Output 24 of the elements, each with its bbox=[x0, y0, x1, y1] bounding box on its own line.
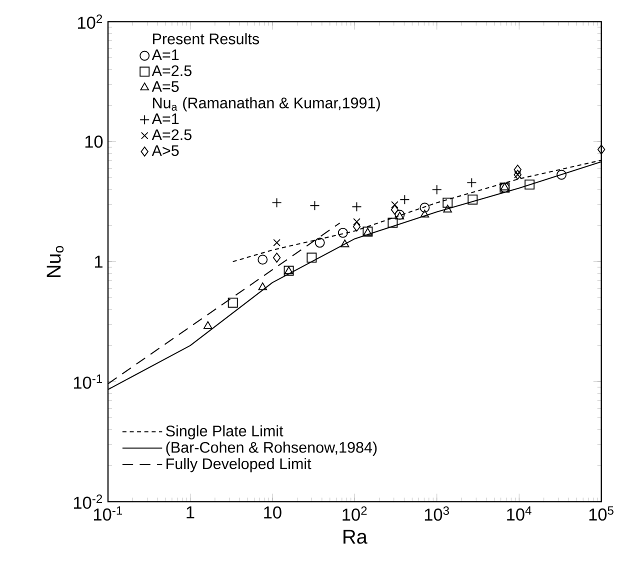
annotation: Nu$_{a}$ (Ramanathan & Kumar,1991) bbox=[153, 97, 380, 112]
y-tick-label: 10 bbox=[85, 136, 103, 148]
y-tick-label: 10$^{-2}$ bbox=[74, 494, 102, 509]
x-tick-label: 10$^{3}$ bbox=[424, 506, 449, 521]
x-tick-label: 10$^{4}$ bbox=[507, 506, 532, 521]
legend-title: Present Results bbox=[153, 33, 260, 44]
y-tick-label: 10$^{2}$ bbox=[78, 14, 102, 29]
y-tick-label: 10$^{-1}$ bbox=[74, 374, 102, 389]
legend-label: A>5 bbox=[152, 145, 179, 156]
x-tick-label: 1 bbox=[186, 506, 194, 518]
legend-label: Fully Developed Limit bbox=[166, 458, 312, 472]
x-axis-title: Ra bbox=[344, 530, 368, 544]
legend-label: A=1 bbox=[152, 50, 179, 60]
x-tick-label: 10$^{5}$ bbox=[589, 506, 614, 521]
y-tick-label: 1 bbox=[95, 256, 102, 268]
legend-label: A=5 bbox=[152, 81, 179, 92]
y-axis-title: Nu$_{o}$ bbox=[46, 246, 64, 277]
legend-label: Single Plate Limit bbox=[166, 425, 284, 440]
legend-label: A=2.5 bbox=[152, 129, 192, 140]
x-tick-label: 10 bbox=[264, 506, 282, 519]
legend-label: A=1 bbox=[152, 114, 179, 124]
legend-label: (Bar-Cohen & Rohsenow,1984) bbox=[166, 442, 377, 456]
x-tick-label: 10$^{2}$ bbox=[342, 506, 367, 521]
legend-label: A=2.5 bbox=[152, 65, 192, 76]
